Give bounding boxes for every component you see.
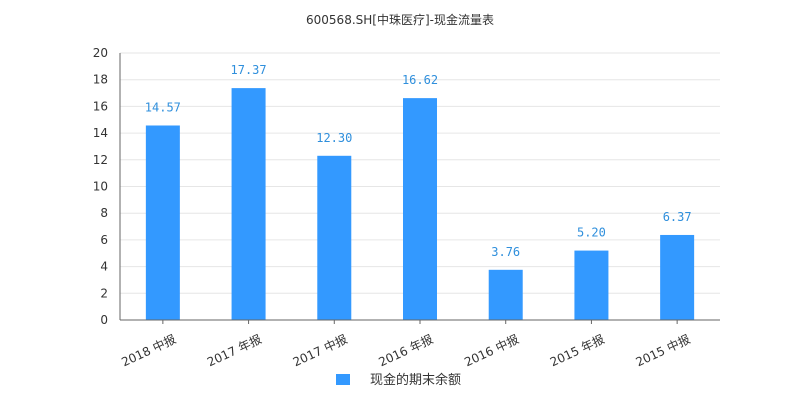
bar[interactable] xyxy=(317,155,352,320)
bar[interactable] xyxy=(145,125,180,320)
y-tick-label: 6 xyxy=(100,233,108,247)
bar-value-label: 14.57 xyxy=(145,100,181,114)
y-tick-label: 18 xyxy=(93,73,108,87)
y-axis: 0 2 4 6 8 10 12 14 16 18 20 xyxy=(93,46,121,327)
y-tick-label: 12 xyxy=(93,153,108,167)
x-tick-label: 2017 中报 xyxy=(290,331,349,369)
data-labels: 14.57 17.37 12.30 16.62 3.76 5.20 6.37 xyxy=(145,63,692,259)
y-tick-label: 20 xyxy=(93,46,108,60)
legend-swatch[interactable] xyxy=(336,374,350,385)
y-tick-label: 16 xyxy=(93,99,108,113)
y-tick-label: 4 xyxy=(100,260,108,274)
x-tick-label: 2015 年报 xyxy=(547,331,606,369)
bar[interactable] xyxy=(488,269,523,320)
y-tick-label: 2 xyxy=(100,286,108,300)
y-tick-label: 0 xyxy=(100,313,108,327)
x-tick-label: 2018 中报 xyxy=(119,331,178,369)
legend-label[interactable]: 现金的期末余额 xyxy=(370,372,461,388)
bar-value-label: 3.76 xyxy=(491,245,520,259)
x-tick-label: 2015 中报 xyxy=(633,331,692,369)
y-tick-label: 10 xyxy=(93,180,108,194)
bar[interactable] xyxy=(660,234,695,320)
y-tick-label: 14 xyxy=(93,126,108,140)
chart-title: 600568.SH[中珠医疗]-现金流量表 xyxy=(306,12,494,27)
bar[interactable] xyxy=(574,250,609,320)
x-tick-label: 2017 年报 xyxy=(205,331,264,369)
x-axis: 2018 中报 2017 年报 2017 中报 2016 年报 2016 中报 2015 … xyxy=(119,319,720,369)
bar-value-label: 16.62 xyxy=(402,73,438,87)
bars xyxy=(145,88,695,320)
bar[interactable] xyxy=(403,98,437,320)
bar-value-label: 12.30 xyxy=(316,131,352,145)
bar-value-label: 6.37 xyxy=(663,210,692,224)
bar[interactable] xyxy=(231,88,266,320)
bar-value-label: 17.37 xyxy=(231,63,267,77)
x-tick-label: 2016 年报 xyxy=(376,331,435,369)
legend[interactable]: 现金的期末余额 xyxy=(336,372,461,388)
bar-value-label: 5.20 xyxy=(577,226,606,240)
x-tick-label: 2016 中报 xyxy=(462,331,521,369)
y-tick-label: 8 xyxy=(100,206,108,220)
